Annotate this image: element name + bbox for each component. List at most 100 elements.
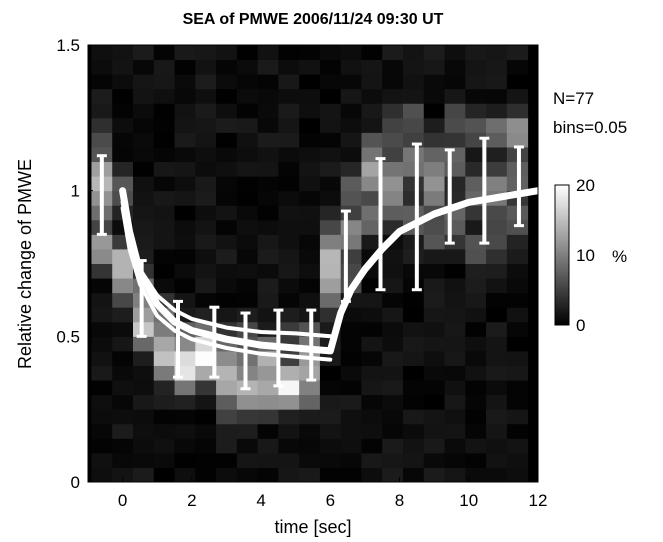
heatmap-cell [424, 74, 445, 89]
heatmap-cell [133, 424, 154, 439]
heatmap-cell [507, 293, 528, 308]
heatmap-cell [403, 365, 424, 380]
heatmap-cell [91, 234, 112, 249]
heatmap-cell [112, 409, 133, 424]
heatmap-cell [237, 264, 258, 279]
heatmap-cell [154, 467, 175, 482]
heatmap-cell [91, 322, 112, 337]
heatmap-cell [216, 191, 237, 206]
heatmap-cell [216, 249, 237, 264]
heatmap-cell [403, 264, 424, 279]
heatmap-cell [133, 409, 154, 424]
heatmap-cell [465, 307, 486, 322]
heatmap-cell [445, 453, 466, 468]
heatmap-cell [341, 234, 362, 249]
heatmap-cell [216, 234, 237, 249]
heatmap-cell [91, 438, 112, 453]
heatmap-cell [278, 176, 299, 191]
colorbar-tick-label: 20 [576, 176, 595, 195]
heatmap-cell [382, 162, 403, 177]
heatmap-cell [320, 45, 341, 60]
heatmap-cell [216, 162, 237, 177]
heatmap-cell [403, 395, 424, 410]
heatmap-cell [341, 351, 362, 366]
heatmap-cell [507, 380, 528, 395]
heatmap-cell [465, 264, 486, 279]
heatmap-cell [507, 264, 528, 279]
heatmap-cell [91, 380, 112, 395]
heatmap-cell [175, 191, 196, 206]
heatmap-cell [154, 118, 175, 133]
heatmap-cell [195, 220, 216, 235]
heatmap-cell [320, 162, 341, 177]
heatmap-cell [175, 162, 196, 177]
heatmap-cell [445, 351, 466, 366]
heatmap-cell [465, 424, 486, 439]
y-axis-label: Relative change of PMWE [15, 159, 35, 369]
heatmap-cell [175, 234, 196, 249]
x-tick-label: 12 [529, 491, 548, 510]
heatmap-cell [424, 322, 445, 337]
heatmap-cell [445, 336, 466, 351]
heatmap-cell [465, 103, 486, 118]
heatmap-cell [258, 365, 279, 380]
heatmap-cell [216, 438, 237, 453]
heatmap-cell [133, 395, 154, 410]
heatmap-cell [361, 45, 382, 60]
heatmap-cells [91, 45, 528, 483]
heatmap-cell [112, 103, 133, 118]
heatmap-cell [91, 307, 112, 322]
heatmap-cell [258, 45, 279, 60]
heatmap-cell [258, 132, 279, 147]
heatmap-cell [112, 45, 133, 60]
heatmap-cell [403, 162, 424, 177]
heatmap-cell [195, 467, 216, 482]
heatmap-cell [382, 103, 403, 118]
heatmap-cell [507, 45, 528, 60]
heatmap-cell [465, 293, 486, 308]
heatmap-cell [258, 395, 279, 410]
heatmap-cell [507, 467, 528, 482]
heatmap-cell [424, 191, 445, 206]
heatmap-cell [299, 278, 320, 293]
heatmap-cell [299, 176, 320, 191]
heatmap-cell [320, 132, 341, 147]
heatmap-cell [237, 293, 258, 308]
heatmap-cell [237, 395, 258, 410]
heatmap-cell [112, 453, 133, 468]
heatmap-cell [424, 278, 445, 293]
heatmap-cell [216, 89, 237, 104]
heatmap-cell [486, 249, 507, 264]
heatmap-cell [154, 103, 175, 118]
heatmap-cell [216, 424, 237, 439]
heatmap-cell [237, 191, 258, 206]
heatmap-cell [299, 220, 320, 235]
heatmap-cell [361, 293, 382, 308]
heatmap-cell [465, 118, 486, 133]
heatmap-cell [258, 147, 279, 162]
heatmap-cell [361, 409, 382, 424]
heatmap-cell [195, 162, 216, 177]
colorbar-ticks: 01020 [576, 176, 595, 335]
heatmap-cell [320, 60, 341, 75]
heatmap-cell [320, 205, 341, 220]
heatmap-cell [361, 380, 382, 395]
heatmap-cell [91, 89, 112, 104]
heatmap-cell [133, 467, 154, 482]
heatmap-cell [382, 74, 403, 89]
heatmap-cell [258, 264, 279, 279]
heatmap-cell [341, 220, 362, 235]
heatmap-cell [299, 438, 320, 453]
heatmap-cell [175, 220, 196, 235]
heatmap-cell [216, 176, 237, 191]
heatmap-cell [175, 264, 196, 279]
heatmap-cell [445, 293, 466, 308]
heatmap-cell [91, 453, 112, 468]
heatmap-cell [341, 438, 362, 453]
heatmap-cell [445, 467, 466, 482]
heatmap-cell [486, 147, 507, 162]
heatmap-cell [465, 74, 486, 89]
heatmap-cell [445, 60, 466, 75]
heatmap-cell [258, 453, 279, 468]
heatmap-cell [154, 365, 175, 380]
